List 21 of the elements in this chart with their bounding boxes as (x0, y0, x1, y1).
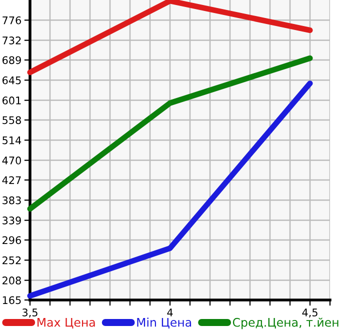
legend-label: Сред.Цена, т.йен (232, 318, 338, 330)
y-tick-label: 208 (2, 276, 21, 284)
x-tick-label: 4 (167, 308, 173, 316)
y-tick-label: 383 (2, 196, 21, 204)
x-tick-label: 3,5 (22, 308, 38, 318)
legend-label: Min Цена (137, 318, 192, 328)
legend-label: Max Цена (38, 318, 95, 328)
y-tick-label: 601 (2, 96, 21, 104)
y-tick-label: 339 (2, 216, 21, 224)
y-tick-label: 732 (2, 36, 21, 44)
y-tick-label: 470 (2, 156, 21, 164)
y-tick-label: 165 (2, 296, 21, 304)
y-tick-label: 427 (2, 176, 21, 184)
x-tick-label: 4,5 (302, 308, 318, 318)
y-tick-label: 776 (2, 16, 22, 24)
y-tick-label: 689 (2, 56, 21, 64)
y-tick-label: 514 (2, 136, 22, 144)
y-tick-label: 558 (2, 116, 21, 124)
y-tick-label: 252 (2, 256, 21, 264)
y-tick-label: 645 (2, 76, 21, 84)
y-tick-label: 296 (2, 236, 22, 244)
